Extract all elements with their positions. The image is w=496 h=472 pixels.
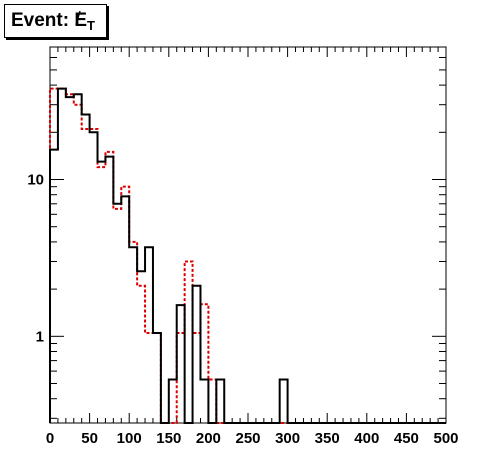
histogram-bin: [58, 89, 66, 423]
histogram-series-solid: [49, 87, 446, 424]
histogram-bin: [66, 97, 74, 423]
chart-title-subscript: T: [87, 18, 95, 33]
x-tick-label: 300: [275, 430, 300, 447]
histogram-bin: [145, 247, 153, 423]
tick-labels: 0 50 100 150 200 250 300 350 400 450 500 1 10: [27, 172, 458, 447]
x-tick-label: 500: [433, 430, 458, 447]
x-tick-label: 100: [117, 430, 142, 447]
y-tick-label: 10: [27, 172, 44, 189]
x-tick-label: 200: [196, 430, 221, 447]
histogram-bin: [208, 380, 216, 423]
histogram-bin: [200, 380, 208, 423]
histogram-bin: [105, 157, 113, 423]
x-tick-label: 250: [235, 430, 260, 447]
histogram-bin: [50, 150, 58, 423]
histogram-bin: [74, 94, 82, 423]
histogram-bin: [113, 204, 121, 423]
axis-ticks: [49, 46, 447, 423]
chart-title-met-symbol: E / T: [74, 9, 95, 33]
chart-title: Event: E / T: [11, 9, 95, 33]
histogram-outline: [49, 87, 446, 424]
x-tick-label: 450: [394, 430, 419, 447]
x-tick-label: 350: [315, 430, 340, 447]
histogram-bin: [193, 286, 201, 423]
histogram-bin: [82, 114, 90, 423]
histogram-bin: [129, 247, 137, 423]
x-tick-label: 50: [81, 430, 98, 447]
x-tick-label: 150: [156, 430, 181, 447]
histogram-bin: [137, 271, 145, 423]
histogram-bin: [177, 305, 185, 423]
histogram-bin: [216, 380, 224, 423]
histogram-bin: [185, 262, 193, 423]
series-layer: [49, 87, 446, 424]
x-tick-label: 0: [46, 430, 54, 447]
histogram-bin: [98, 162, 106, 423]
chart-title-prefix: Event:: [11, 10, 75, 31]
histogram-bin: [121, 196, 129, 423]
y-tick-label: 1: [36, 328, 44, 345]
chart-title-symbol: E: [74, 10, 88, 31]
chart-title-box: Event: E / T: [4, 4, 107, 38]
histogram-bin: [280, 380, 288, 423]
histogram-bin: [90, 132, 98, 423]
x-tick-label: 400: [354, 430, 379, 447]
histogram-bin: [153, 333, 161, 423]
chart-title-slash: /: [75, 9, 81, 30]
histogram-bin: [169, 380, 177, 423]
